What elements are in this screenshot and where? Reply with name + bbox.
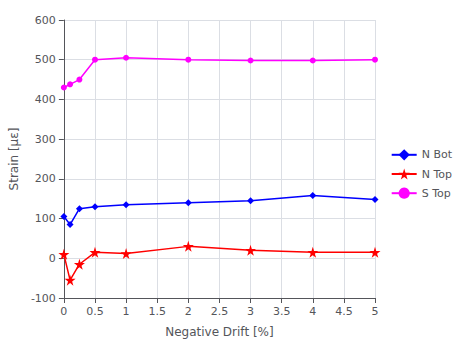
svg-text:S Top: S Top — [422, 187, 451, 200]
svg-text:300: 300 — [35, 133, 56, 146]
svg-text:3.5: 3.5 — [273, 305, 291, 318]
svg-text:0.5: 0.5 — [86, 305, 104, 318]
svg-text:1: 1 — [123, 305, 130, 318]
svg-text:400: 400 — [35, 93, 56, 106]
svg-text:2.5: 2.5 — [211, 305, 229, 318]
svg-text:Negative Drift [%]: Negative Drift [%] — [165, 325, 273, 339]
svg-text:4: 4 — [309, 305, 316, 318]
svg-text:0: 0 — [60, 305, 67, 318]
svg-text:200: 200 — [35, 172, 56, 185]
svg-text:500: 500 — [35, 53, 56, 66]
svg-text:N Top: N Top — [422, 168, 452, 181]
svg-text:2: 2 — [185, 305, 192, 318]
svg-text:1.5: 1.5 — [148, 305, 166, 318]
svg-text:100: 100 — [35, 212, 56, 225]
svg-text:Strain [με]: Strain [με] — [7, 128, 21, 191]
svg-text:N Bot: N Bot — [422, 148, 453, 161]
svg-text:-100: -100 — [31, 292, 56, 305]
svg-text:600: 600 — [35, 14, 56, 27]
svg-text:3: 3 — [247, 305, 254, 318]
svg-text:0: 0 — [49, 252, 56, 265]
svg-text:4.5: 4.5 — [335, 305, 353, 318]
svg-text:5: 5 — [372, 305, 379, 318]
